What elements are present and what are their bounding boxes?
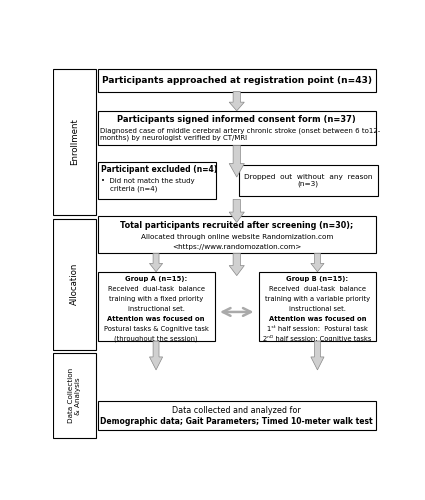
- Text: Total participants recruited after screening (n=30);: Total participants recruited after scree…: [120, 221, 353, 230]
- Text: Group A (n=15):: Group A (n=15):: [125, 276, 187, 282]
- Text: Group B (n=15):: Group B (n=15):: [286, 276, 348, 282]
- FancyArrow shape: [311, 254, 324, 272]
- Text: <https://www.randomozation.com>: <https://www.randomozation.com>: [172, 244, 301, 250]
- FancyArrow shape: [229, 146, 244, 177]
- FancyArrow shape: [150, 254, 163, 272]
- FancyBboxPatch shape: [98, 216, 376, 254]
- FancyBboxPatch shape: [239, 166, 377, 196]
- FancyBboxPatch shape: [98, 272, 215, 341]
- Text: Dropped  out  without  any  reason
(n=3): Dropped out without any reason (n=3): [244, 174, 373, 188]
- FancyBboxPatch shape: [53, 354, 96, 438]
- Text: Participants signed informed consent form (n=37): Participants signed informed consent for…: [117, 116, 356, 124]
- Text: Received  dual-task  balance: Received dual-task balance: [108, 286, 204, 292]
- Text: training with a fixed priority: training with a fixed priority: [109, 296, 203, 302]
- FancyBboxPatch shape: [259, 272, 376, 341]
- FancyArrow shape: [311, 341, 324, 370]
- Text: Demographic data; Gait Parameters; Timed 10-meter walk test: Demographic data; Gait Parameters; Timed…: [100, 417, 373, 426]
- Text: Attention was focused on: Attention was focused on: [269, 316, 366, 322]
- Text: Data Collection
& Analysis: Data Collection & Analysis: [68, 368, 81, 424]
- Text: instructional set.: instructional set.: [128, 306, 184, 312]
- Text: Attention was focused on: Attention was focused on: [107, 316, 205, 322]
- FancyBboxPatch shape: [53, 69, 96, 215]
- Text: Allocation: Allocation: [70, 263, 79, 306]
- Text: •  Did not match the study
    criteria (n=4): • Did not match the study criteria (n=4): [101, 178, 195, 192]
- Text: training with a variable priority: training with a variable priority: [265, 296, 370, 302]
- Text: Postural tasks & Cognitive task: Postural tasks & Cognitive task: [104, 326, 209, 332]
- Text: Allocated through online website Randomization.com: Allocated through online website Randomi…: [141, 234, 333, 239]
- Text: Enrollment: Enrollment: [70, 118, 79, 166]
- FancyArrow shape: [229, 254, 244, 276]
- Text: Participant excluded (n=4): Participant excluded (n=4): [101, 166, 217, 174]
- FancyBboxPatch shape: [98, 111, 376, 146]
- Text: Received  dual-task  balance: Received dual-task balance: [269, 286, 366, 292]
- Text: Diagnosed case of middle cerebral artery chronic stroke (onset between 6 to12-
m: Diagnosed case of middle cerebral artery…: [100, 127, 380, 141]
- Text: Participants approached at registration point (n=43): Participants approached at registration …: [102, 76, 372, 85]
- FancyBboxPatch shape: [98, 400, 376, 430]
- FancyArrow shape: [229, 200, 244, 222]
- Text: 1ˢᵗ half session:  Postural task: 1ˢᵗ half session: Postural task: [267, 326, 368, 332]
- Text: (throughout the session): (throughout the session): [114, 336, 198, 342]
- FancyArrow shape: [150, 341, 163, 370]
- FancyBboxPatch shape: [98, 69, 376, 92]
- FancyBboxPatch shape: [98, 162, 216, 200]
- Text: instructional set.: instructional set.: [289, 306, 346, 312]
- FancyArrow shape: [229, 92, 244, 111]
- Text: Data collected and analyzed for: Data collected and analyzed for: [173, 406, 301, 416]
- Text: 2ⁿᴰ half session: Cognitive tasks: 2ⁿᴰ half session: Cognitive tasks: [263, 335, 371, 342]
- FancyBboxPatch shape: [53, 218, 96, 350]
